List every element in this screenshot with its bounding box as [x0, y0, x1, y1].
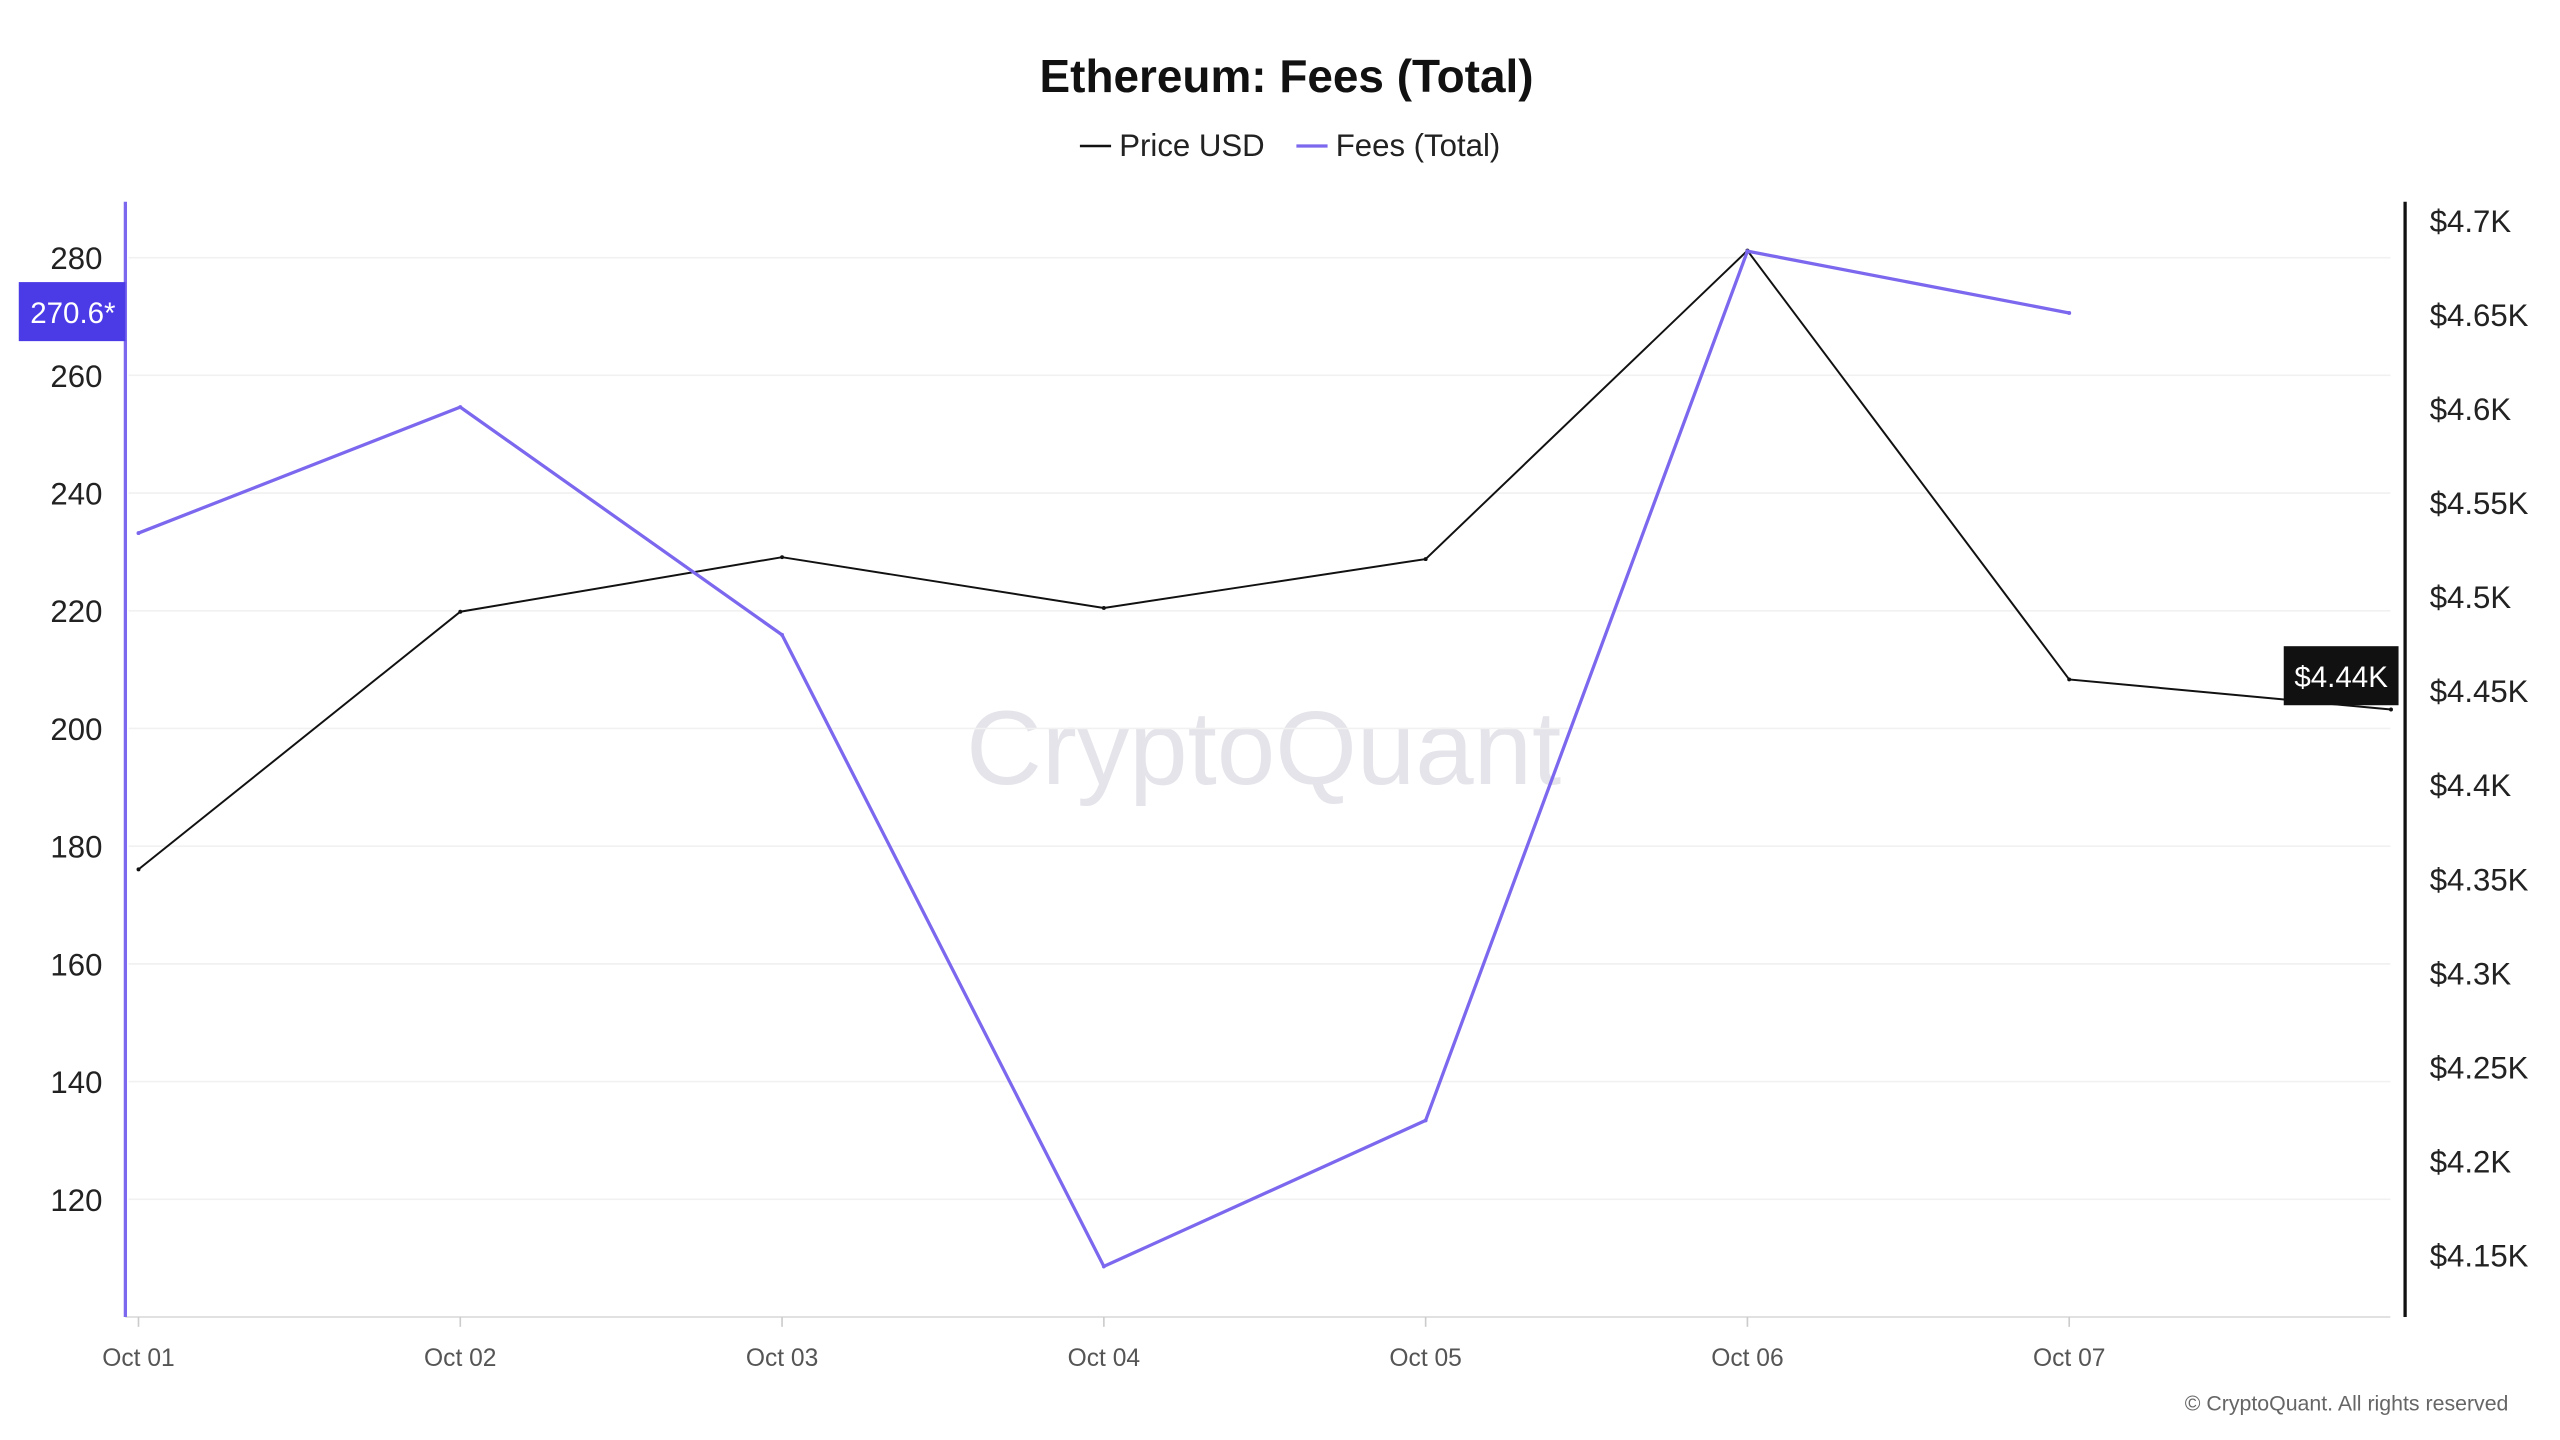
legend-label-fees: Fees (Total): [1336, 128, 1500, 163]
left-tick-label: 120: [50, 1183, 102, 1218]
right-tick-label: $4.55K: [2430, 486, 2529, 521]
left-current-value: 270.6*: [30, 297, 116, 330]
data-point-fees[interactable]: [1745, 249, 1750, 254]
legend-label-price: Price USD: [1119, 128, 1264, 163]
right-tick-label: $4.7K: [2430, 204, 2512, 239]
x-axis-ticks: Oct 01 Oct 02 Oct 03 Oct 04 Oct 05 Oct 06 Oct …: [102, 1316, 2105, 1372]
legend-item-fees[interactable]: Fees (Total): [1296, 128, 1500, 163]
data-point-price[interactable]: [458, 609, 463, 614]
right-tick-label: $4.4K: [2430, 768, 2512, 803]
legend-item-price[interactable]: Price USD: [1079, 128, 1265, 163]
chart-title: Ethereum: Fees (Total): [1040, 50, 1534, 102]
right-tick-label: $4.65K: [2430, 298, 2529, 333]
series: [136, 248, 2393, 1269]
data-point-fees[interactable]: [1423, 1118, 1428, 1123]
x-tick-label: Oct 04: [1068, 1345, 1140, 1372]
data-point-fees[interactable]: [136, 531, 141, 536]
data-point-fees[interactable]: [458, 405, 463, 410]
right-tick-label: $4.6K: [2430, 392, 2512, 427]
data-point-price[interactable]: [2067, 677, 2072, 682]
left-tick-label: 280: [50, 241, 102, 276]
data-point-fees[interactable]: [780, 632, 785, 637]
right-tick-label: $4.3K: [2430, 956, 2512, 991]
left-tick-label: 140: [50, 1065, 102, 1100]
right-current-value: $4.44K: [2294, 661, 2388, 694]
x-tick-label: Oct 06: [1711, 1345, 1783, 1372]
right-tick-label: $4.45K: [2430, 674, 2529, 709]
x-tick-label: Oct 01: [102, 1345, 174, 1372]
left-axis-ticks: 120 140 160 180 200 220 240 260 280: [50, 241, 102, 1218]
right-tick-label: $4.2K: [2430, 1144, 2512, 1179]
data-point-price[interactable]: [1101, 605, 1106, 610]
right-axis-ticks: $4.15K $4.2K $4.25K $4.3K $4.35K $4.4K $4.45K $…: [2430, 204, 2529, 1273]
left-tick-label: 220: [50, 594, 102, 629]
right-tick-label: $4.5K: [2430, 580, 2512, 615]
left-tick-label: 240: [50, 477, 102, 512]
x-tick-label: Oct 07: [2033, 1345, 2105, 1372]
x-tick-label: Oct 05: [1389, 1345, 1461, 1372]
right-current-value-badge: $4.44K: [2283, 646, 2399, 706]
left-tick-label: 160: [50, 947, 102, 982]
right-tick-label: $4.35K: [2430, 862, 2529, 897]
x-tick-label: Oct 02: [424, 1345, 496, 1372]
copyright: © CryptoQuant. All rights reserved: [2185, 1391, 2509, 1415]
x-tick-label: Oct 03: [746, 1345, 818, 1372]
gridlines: [128, 256, 2391, 1201]
data-point-price[interactable]: [136, 867, 141, 872]
data-point-fees[interactable]: [2067, 310, 2072, 315]
left-tick-label: 200: [50, 712, 102, 747]
left-tick-label: 260: [50, 359, 102, 394]
data-point-fees[interactable]: [1101, 1264, 1106, 1269]
data-point-price[interactable]: [1423, 557, 1428, 562]
right-tick-label: $4.25K: [2430, 1050, 2529, 1085]
data-point-price[interactable]: [780, 555, 785, 560]
right-tick-label: $4.15K: [2430, 1238, 2529, 1273]
left-current-value-badge: 270.6*: [18, 282, 126, 342]
data-point-price[interactable]: [2389, 707, 2393, 712]
watermark: CryptoQuant: [966, 690, 1561, 807]
legend: Price USD Fees (Total): [1079, 128, 1500, 163]
left-tick-label: 180: [50, 830, 102, 865]
series-line-price: [137, 249, 2392, 871]
